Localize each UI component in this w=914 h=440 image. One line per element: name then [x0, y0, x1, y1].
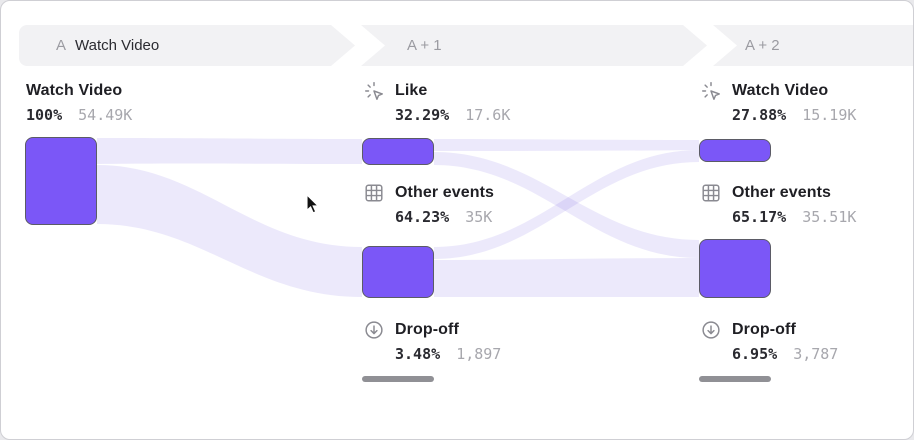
breadcrumb-step-letter: A	[56, 37, 67, 54]
step-percent: 32.29%	[395, 106, 450, 124]
flow-like-to-watchvideo[interactable]	[434, 139, 699, 151]
step-label: Drop-off	[732, 321, 796, 338]
breadcrumb-step-label: A + 1	[407, 37, 442, 54]
grid-events-icon	[699, 181, 723, 205]
step-percent: 27.88%	[732, 106, 787, 124]
step-count: 17.6K	[465, 106, 511, 124]
breadcrumb-step-label: Watch Video	[75, 37, 160, 54]
dropoff-arrow-icon	[699, 318, 723, 342]
step-a2-watch-video[interactable]: Watch Video 27.88% 15.19K	[699, 79, 856, 124]
click-event-icon	[699, 79, 723, 103]
click-event-icon	[362, 79, 386, 103]
step-a1-other-events[interactable]: Other events 64.23% 35K	[362, 181, 494, 226]
step-a1-dropoff[interactable]: Drop-off 3.48% 1,897	[362, 318, 501, 363]
grid-events-icon	[362, 181, 386, 205]
mouse-cursor	[306, 194, 320, 214]
step-a-watch-video[interactable]: Watch Video 100% 54.49K	[26, 79, 132, 124]
flow-like-to-otherevents[interactable]	[434, 152, 699, 258]
step-percent: 6.95%	[732, 345, 778, 363]
step-percent: 65.17%	[732, 208, 787, 226]
step-count: 54.49K	[78, 106, 133, 124]
flow-otherevents-to-watchvideo[interactable]	[434, 150, 699, 259]
step-count: 15.19K	[802, 106, 857, 124]
breadcrumb-step-a1[interactable]: A + 1	[361, 25, 707, 66]
node-a2-dropoff-bar[interactable]	[699, 376, 771, 382]
node-a1-like[interactable]	[362, 138, 434, 165]
step-label: Other events	[732, 184, 832, 201]
breadcrumb-step-label: A + 2	[745, 37, 780, 54]
breadcrumb-step-a2[interactable]: A + 2	[713, 25, 913, 66]
node-a1-dropoff-bar[interactable]	[362, 376, 434, 382]
step-count: 1,897	[456, 345, 502, 363]
step-percent: 64.23%	[395, 208, 450, 226]
node-a1-other-events[interactable]	[362, 246, 434, 298]
step-label: Watch Video	[26, 82, 123, 99]
step-a2-dropoff[interactable]: Drop-off 6.95% 3,787	[699, 318, 838, 363]
step-label: Other events	[395, 184, 495, 201]
step-label: Drop-off	[395, 321, 459, 338]
flow-watchvideo-to-like[interactable]	[97, 138, 362, 164]
step-count: 35K	[465, 208, 493, 226]
breadcrumb-step-a[interactable]: A Watch Video	[19, 25, 355, 66]
step-count: 3,787	[793, 345, 839, 363]
step-a1-like[interactable]: Like 32.29% 17.6K	[362, 79, 510, 124]
step-percent: 100%	[26, 106, 63, 124]
dropoff-arrow-icon	[362, 318, 386, 342]
node-a-watch-video[interactable]	[25, 137, 97, 225]
flow-watchvideo-to-otherevents[interactable]	[97, 165, 362, 297]
step-label: Watch Video	[732, 82, 829, 99]
step-a2-other-events[interactable]: Other events 65.17% 35.51K	[699, 181, 856, 226]
node-a2-other-events[interactable]	[699, 239, 771, 298]
step-percent: 3.48%	[395, 345, 441, 363]
node-a2-watch-video[interactable]	[699, 139, 771, 162]
flow-otherevents-to-otherevents[interactable]	[434, 258, 699, 297]
step-label: Like	[395, 82, 428, 99]
step-count: 35.51K	[802, 208, 857, 226]
